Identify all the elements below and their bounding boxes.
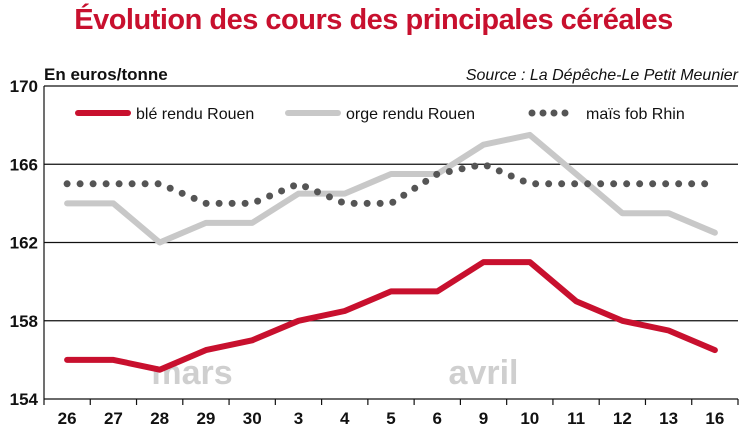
x-tick-label: 27 (104, 409, 123, 428)
legend-label-2: maïs fob Rhin (586, 106, 685, 123)
x-tick-label: 9 (479, 409, 488, 428)
legend-label-0: blé rendu Rouen (136, 106, 254, 123)
x-tick-label: 28 (150, 409, 169, 428)
legend-label-1: orge rendu Rouen (346, 106, 475, 123)
y-tick-label: 158 (10, 312, 38, 331)
x-tick-label: 26 (58, 409, 77, 428)
series-line-2 (63, 160, 719, 207)
month-labels: mars avril (151, 354, 518, 392)
grid (43, 85, 739, 405)
x-tick-label: 30 (243, 409, 262, 428)
x-tick-label: 4 (340, 409, 350, 428)
y-axis-unit-label: En euros/tonne (44, 65, 168, 84)
y-tick-label: 166 (10, 155, 38, 174)
legend: blé rendu Rouen orge rendu Rouen maïs fob … (75, 106, 685, 123)
x-tick-label: 6 (433, 409, 442, 428)
x-tick-label: 10 (520, 409, 539, 428)
y-tick-label: 170 (10, 77, 38, 96)
x-tick-label: 12 (613, 409, 632, 428)
chart-title: Évolution des cours des principales céré… (74, 4, 673, 36)
y-tick-label: 154 (10, 390, 39, 409)
x-tick-label: 11 (567, 409, 585, 428)
x-tick-label: 5 (386, 409, 395, 428)
series-line-1 (64, 131, 718, 246)
x-tick-label: 16 (705, 409, 724, 428)
source-label: Source : La Dépêche-Le Petit Meunier (466, 67, 739, 84)
x-axis-ticks: 26 27 28 29 30 3 4 5 6 9 10 11 12 13 16 (58, 409, 725, 428)
y-axis-ticks: 154 158 162 166 170 (10, 77, 39, 409)
x-tick-label: 13 (659, 409, 678, 428)
x-tick-label: 29 (196, 409, 215, 428)
x-tick-label: 3 (294, 409, 303, 428)
month-label-mars: mars (151, 354, 232, 392)
y-tick-label: 162 (10, 234, 38, 253)
month-label-avril: avril (449, 354, 519, 392)
series-lines (63, 131, 719, 373)
